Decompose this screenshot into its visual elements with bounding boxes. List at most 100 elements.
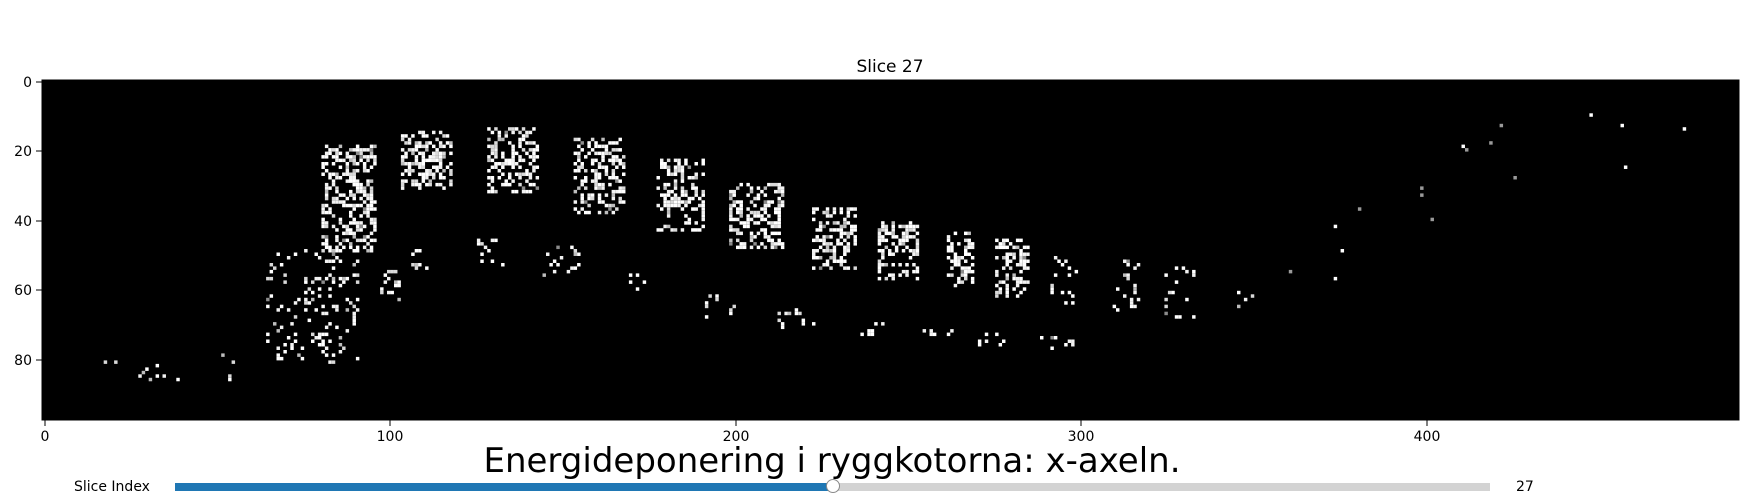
intensity-pixel — [321, 249, 325, 253]
intensity-pixel — [946, 245, 951, 250]
intensity-pixel — [546, 252, 550, 256]
intensity-pixel — [666, 165, 671, 169]
intensity-pixel — [532, 151, 536, 156]
intensity-pixel — [266, 339, 270, 343]
intensity-pixel — [362, 189, 367, 194]
intensity-pixel — [324, 276, 329, 281]
intensity-pixel — [1015, 276, 1020, 281]
intensity-pixel — [501, 155, 505, 159]
intensity-pixel — [580, 196, 584, 201]
intensity-pixel — [884, 224, 889, 229]
intensity-pixel — [877, 259, 882, 263]
intensity-pixel — [1126, 276, 1130, 281]
intensity-pixel — [846, 249, 851, 253]
intensity-pixel — [1074, 269, 1079, 274]
intensity-pixel — [321, 172, 325, 176]
intensity-pixel — [660, 207, 664, 211]
intensity-pixel — [1185, 297, 1189, 302]
intensity-pixel — [663, 186, 667, 190]
intensity-pixel — [794, 308, 799, 312]
intensity-pixel — [349, 242, 353, 246]
intensity-pixel — [670, 203, 674, 208]
slider-track[interactable] — [175, 479, 1490, 493]
intensity-pixel — [331, 259, 336, 263]
intensity-pixel — [324, 196, 329, 201]
intensity-pixel — [901, 235, 906, 239]
intensity-pixel — [687, 176, 692, 180]
intensity-pixel — [853, 207, 857, 211]
intensity-pixel — [369, 186, 374, 190]
intensity-pixel — [715, 294, 719, 298]
intensity-pixel — [480, 259, 484, 263]
intensity-pixel — [525, 172, 529, 176]
intensity-pixel — [438, 130, 443, 135]
intensity-pixel — [511, 158, 515, 163]
intensity-pixel — [780, 322, 785, 326]
intensity-pixel — [673, 169, 678, 173]
intensity-pixel — [1288, 269, 1293, 274]
intensity-pixel — [304, 301, 308, 305]
intensity-pixel — [818, 256, 823, 260]
intensity-pixel — [818, 245, 823, 250]
intensity-pixel — [846, 235, 851, 239]
intensity-pixel — [300, 346, 305, 350]
intensity-pixel — [843, 231, 847, 236]
intensity-pixel — [749, 186, 754, 190]
intensity-pixel — [497, 130, 502, 135]
intensity-pixel — [349, 189, 353, 194]
intensity-pixel — [853, 228, 857, 232]
intensity-pixel — [843, 224, 847, 229]
intensity-pixel — [511, 151, 515, 156]
intensity-pixel — [535, 186, 540, 190]
intensity-pixel — [967, 252, 971, 256]
intensity-pixel — [1012, 256, 1016, 260]
intensity-pixel — [532, 182, 536, 187]
intensity-pixel — [335, 172, 339, 176]
intensity-pixel — [1174, 315, 1179, 319]
intensity-pixel — [970, 263, 975, 267]
intensity-pixel — [1178, 315, 1182, 319]
intensity-pixel — [1015, 294, 1020, 298]
intensity-pixel — [832, 221, 837, 225]
intensity-pixel — [660, 193, 664, 197]
slider-handle[interactable] — [825, 479, 840, 493]
intensity-pixel — [932, 332, 937, 337]
intensity-pixel — [815, 207, 819, 211]
intensity-pixel — [680, 169, 685, 173]
intensity-pixel — [770, 238, 775, 243]
intensity-pixel — [369, 196, 374, 201]
x-tick-label: 100 — [377, 429, 404, 445]
intensity-pixel — [425, 172, 429, 176]
intensity-pixel — [701, 172, 705, 176]
intensity-pixel — [577, 155, 581, 159]
intensity-pixel — [594, 141, 598, 145]
intensity-pixel — [345, 169, 350, 173]
intensity-pixel — [335, 304, 339, 309]
intensity-pixel — [839, 263, 844, 267]
intensity-pixel — [487, 144, 491, 149]
intensity-pixel — [777, 207, 781, 211]
intensity-pixel — [359, 203, 363, 208]
y-tick-label: 80 — [14, 353, 32, 369]
intensity-pixel — [490, 144, 495, 149]
intensity-pixel — [331, 200, 336, 204]
intensity-pixel — [335, 189, 339, 194]
intensity-pixel — [521, 137, 526, 142]
intensity-pixel — [881, 238, 885, 243]
intensity-pixel — [331, 172, 336, 176]
intensity-pixel — [905, 224, 909, 229]
intensity-pixel — [698, 228, 702, 232]
intensity-pixel — [1164, 311, 1168, 316]
intensity-pixel — [905, 238, 909, 243]
intensity-pixel — [729, 214, 733, 218]
intensity-pixel — [905, 245, 909, 250]
intensity-pixel — [829, 256, 833, 260]
y-tick-label: 60 — [14, 283, 32, 299]
intensity-pixel — [901, 249, 906, 253]
intensity-pixel — [694, 162, 698, 166]
intensity-pixel — [1015, 245, 1020, 250]
intensity-pixel — [812, 266, 816, 270]
intensity-pixel — [317, 276, 322, 281]
intensity-pixel — [832, 249, 837, 253]
intensity-pixel — [915, 269, 920, 274]
